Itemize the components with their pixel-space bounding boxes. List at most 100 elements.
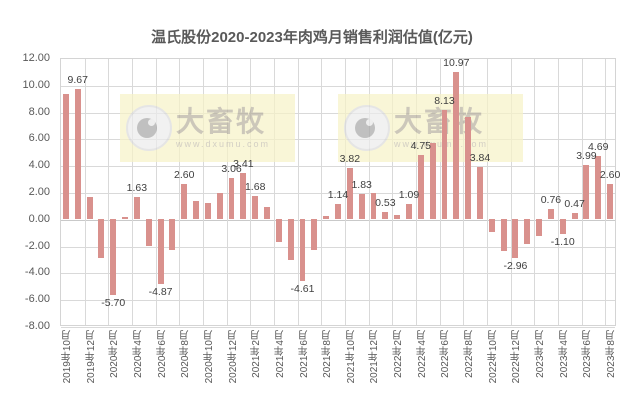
vertical-gridline: [273, 59, 275, 325]
y-axis-tick: 4.00: [28, 159, 50, 172]
bar: [252, 196, 259, 219]
horizontal-gridline: [61, 327, 615, 328]
vertical-gridline: [392, 59, 394, 325]
bar: [394, 215, 401, 219]
data-label: 1.63: [126, 181, 148, 194]
bar: [275, 218, 282, 242]
x-axis-tick: 2020年8月: [180, 330, 192, 378]
data-label: 4.69: [588, 140, 609, 153]
vertical-gridline: [534, 59, 536, 325]
x-axis-tick: 2020年4月: [132, 330, 144, 378]
bar: [417, 155, 424, 219]
bar: [429, 143, 436, 219]
data-label: -4.87: [148, 286, 173, 299]
bar: [110, 218, 117, 296]
y-axis-tick: -6.00: [24, 293, 50, 306]
data-label: 1.68: [244, 181, 266, 194]
bar: [571, 212, 578, 219]
y-axis-tick: 6.00: [28, 132, 50, 145]
bar: [299, 218, 306, 281]
bar: [382, 211, 389, 219]
y-axis-tick: -8.00: [24, 320, 50, 332]
bar: [204, 202, 211, 219]
data-label: 0.47: [564, 197, 585, 210]
bar: [500, 218, 507, 252]
bar: [86, 196, 93, 219]
y-axis-labels: 12.00 10.00 8.00 6.00 4.00 2.00 0.00 -2.00 -4.00…: [0, 52, 56, 332]
data-label: 10.97: [443, 56, 470, 69]
x-axis-tick: 2022年12月: [511, 330, 523, 384]
x-axis-labels: 2019年10月 2019年12月 2020年2月 2020年4月 2020年6月 202…: [60, 330, 618, 413]
x-axis-tick: 2021年4月: [274, 330, 286, 378]
vertical-gridline: [250, 59, 252, 325]
data-label: 1.09: [398, 189, 420, 202]
y-axis-tick: 12.00: [22, 52, 50, 64]
x-axis-tick: 2020年2月: [109, 330, 121, 378]
horizontal-gridline: [61, 273, 615, 275]
bar: [595, 155, 602, 219]
x-axis-tick: 2021年6月: [298, 330, 310, 378]
data-label: -2.96: [503, 260, 528, 273]
vertical-gridline: [202, 59, 204, 325]
vertical-gridline: [510, 59, 512, 325]
bar: [216, 192, 223, 219]
bar: [98, 218, 105, 259]
bar: [335, 203, 341, 219]
bar: [228, 177, 235, 219]
y-axis-tick: -2.00: [24, 239, 50, 252]
bar: [559, 218, 566, 234]
vertical-gridline: [131, 59, 133, 325]
bar: [287, 218, 294, 261]
horizontal-gridline: [61, 85, 615, 87]
data-label: 0.76: [540, 193, 562, 206]
horizontal-gridline: [61, 300, 615, 302]
vertical-gridline: [297, 59, 299, 325]
x-axis-tick: 2023年2月: [535, 330, 547, 378]
x-axis-tick: 2019年12月: [85, 330, 97, 384]
y-axis-tick: 10.00: [22, 78, 50, 91]
x-axis-tick: 2021年2月: [251, 330, 263, 378]
bar: [346, 167, 353, 219]
bar: [264, 207, 270, 219]
data-label: -4.61: [290, 282, 315, 295]
bar: [122, 217, 128, 219]
bar: [512, 218, 519, 259]
data-label: 3.99: [576, 150, 597, 163]
bar: [465, 116, 472, 219]
bar: [311, 218, 318, 251]
data-label: 2.60: [173, 168, 195, 181]
zero-gridline: [61, 219, 615, 221]
data-label: 3.06: [221, 162, 242, 175]
vertical-gridline: [415, 59, 417, 325]
y-axis-tick: 8.00: [28, 105, 50, 118]
bar: [145, 218, 152, 246]
bar-series: 9.67 -5.70 1.63 -4.87 2.60 3.06 3.41 1.68 -4.61 1…: [60, 56, 620, 326]
x-axis-tick: 2023年8月: [606, 330, 618, 378]
x-axis-tick: 2020年6月: [156, 330, 168, 378]
data-label: 1.14: [327, 188, 349, 201]
data-label: -5.70: [101, 297, 126, 310]
x-axis-tick: 2022年10月: [487, 330, 499, 384]
bar: [157, 218, 164, 285]
data-label: 3.84: [469, 152, 491, 165]
x-axis-tick: 2022年4月: [416, 330, 428, 378]
data-label: 1.83: [351, 179, 372, 192]
x-axis-tick: 2020年10月: [203, 330, 215, 384]
bar: [406, 204, 412, 219]
x-axis-tick: 2021年10月: [345, 330, 357, 384]
vertical-gridline: [84, 59, 86, 325]
horizontal-gridline: [61, 166, 615, 168]
y-axis-tick: -4.00: [24, 266, 50, 279]
x-axis-tick: 2022年6月: [440, 330, 452, 378]
bar: [488, 218, 495, 232]
bar: [536, 218, 543, 237]
x-axis-tick: 2022年8月: [464, 330, 476, 378]
bar: [477, 167, 483, 219]
vertical-gridline: [581, 59, 583, 325]
horizontal-gridline: [61, 246, 615, 248]
vertical-gridline: [179, 59, 181, 325]
vertical-gridline: [344, 59, 346, 325]
vertical-gridline: [486, 59, 488, 325]
x-axis-tick: 2021年8月: [322, 330, 334, 378]
